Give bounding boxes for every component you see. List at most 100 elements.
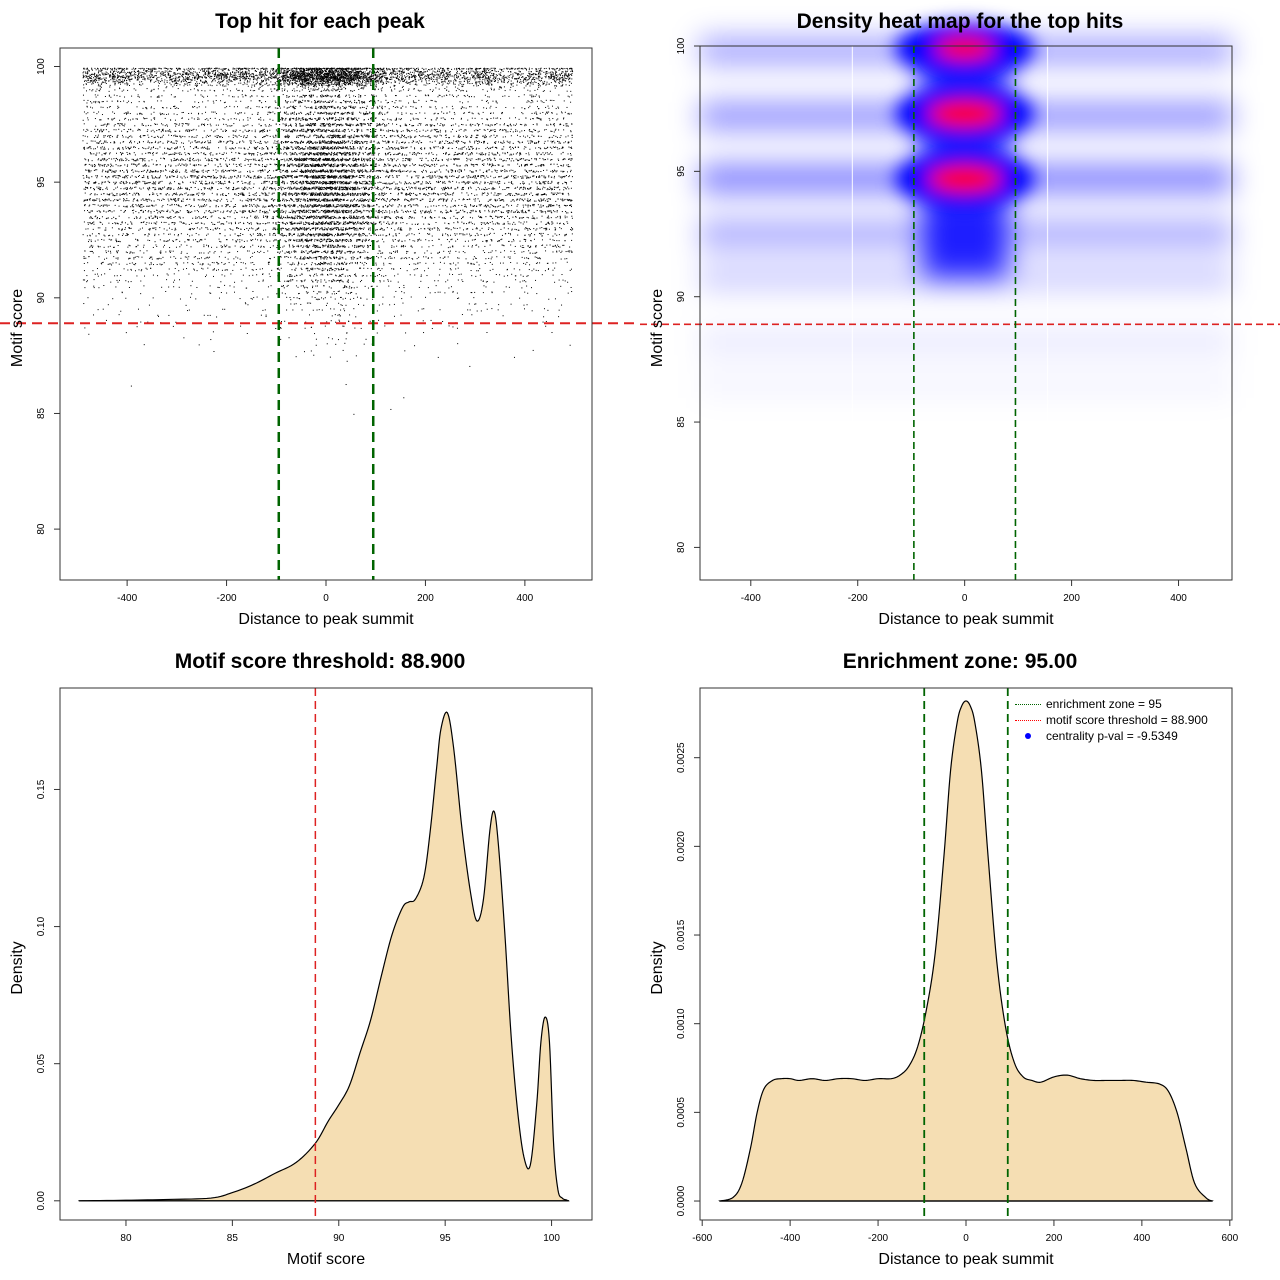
scatter-point (569, 147, 571, 149)
scatter-point (568, 158, 570, 160)
scatter-point (375, 73, 377, 75)
scatter-point (258, 228, 260, 230)
scatter-point (349, 96, 351, 98)
scatter-point (549, 68, 551, 70)
scatter-point (318, 291, 320, 293)
scatter-point (400, 78, 402, 80)
scatter-point (503, 206, 505, 208)
scatter-point (431, 217, 433, 219)
scatter-point (556, 79, 558, 81)
scatter-point (553, 76, 555, 78)
scatter-point (494, 223, 496, 225)
scatter-point (141, 153, 143, 155)
scatter-point (259, 160, 261, 162)
scatter-point (167, 240, 169, 242)
scatter-point (316, 160, 318, 162)
scatter-point (397, 206, 399, 208)
scatter-point (382, 74, 384, 76)
scatter-point (125, 235, 127, 237)
scatter-point (412, 100, 414, 102)
scatter-point (325, 130, 327, 132)
scatter-point (381, 80, 383, 82)
scatter-point (274, 199, 276, 201)
scatter-point (220, 128, 222, 130)
scatter-point (257, 235, 259, 237)
scatter-point (335, 143, 337, 145)
scatter-point (311, 142, 313, 144)
scatter-point (417, 263, 419, 265)
scatter-point (482, 250, 484, 252)
scatter-point (284, 147, 286, 149)
scatter-point (560, 198, 562, 200)
scatter-point (264, 309, 266, 311)
scatter-point (351, 291, 353, 293)
scatter-point (219, 74, 221, 76)
scatter-point (376, 76, 378, 78)
scatter-point (555, 70, 557, 72)
scatter-point (280, 188, 282, 190)
scatter-point (474, 235, 476, 237)
scatter-point (429, 171, 431, 173)
scatter-point (446, 211, 448, 213)
scatter-point (461, 148, 463, 150)
scatter-point (370, 76, 372, 78)
scatter-point (342, 118, 344, 120)
scatter-point (267, 135, 269, 137)
scatter-point (530, 245, 532, 247)
scatter-point (425, 181, 427, 183)
scatter-point (406, 73, 408, 75)
scatter-point (249, 170, 251, 172)
scatter-point (284, 141, 286, 143)
scatter-point (509, 232, 511, 234)
scatter-point (351, 147, 353, 149)
scatter-point (461, 70, 463, 72)
scatter-point (99, 246, 101, 248)
scatter-point (441, 73, 443, 75)
scatter-point (203, 123, 205, 125)
scatter-point (338, 245, 340, 247)
scatter-point (496, 171, 498, 173)
scatter-point (162, 74, 164, 76)
scatter-point (324, 235, 326, 237)
scatter-point (212, 269, 214, 271)
scatter-point (316, 194, 318, 196)
scatter-point (124, 222, 126, 224)
scatter-point (375, 80, 377, 82)
scatter-point (176, 262, 178, 264)
scatter-point (496, 74, 498, 76)
scatter-point (333, 77, 335, 79)
scatter-point (295, 227, 297, 229)
scatter-point (415, 107, 417, 109)
scatter-point (558, 107, 560, 109)
scatter-point (220, 281, 222, 283)
scatter-point (299, 148, 301, 150)
scatter-point (285, 136, 287, 138)
scatter-point (119, 152, 121, 154)
scatter-point (174, 198, 176, 200)
scatter-point (540, 200, 542, 202)
scatter-point (466, 228, 468, 230)
scatter-point (352, 74, 354, 76)
scatter-point (135, 71, 137, 73)
scatter-point (358, 234, 360, 236)
scatter-point (93, 111, 95, 113)
scatter-point (282, 285, 284, 287)
scatter-point (342, 136, 344, 138)
scatter-point (222, 183, 224, 185)
scatter-point (262, 280, 264, 282)
scatter-point (120, 181, 122, 183)
scatter-point (147, 152, 149, 154)
scatter-point (532, 118, 534, 120)
scatter-point (276, 77, 278, 79)
scatter-point (103, 135, 105, 137)
scatter-point (441, 148, 443, 150)
scatter-point (535, 245, 537, 247)
scatter-point (509, 117, 511, 119)
scatter-point (391, 160, 393, 162)
scatter-point (368, 80, 370, 82)
scatter-point (112, 194, 114, 196)
scatter-point (368, 136, 370, 138)
scatter-point (328, 101, 330, 103)
scatter-point (384, 124, 386, 126)
scatter-point (325, 67, 327, 69)
